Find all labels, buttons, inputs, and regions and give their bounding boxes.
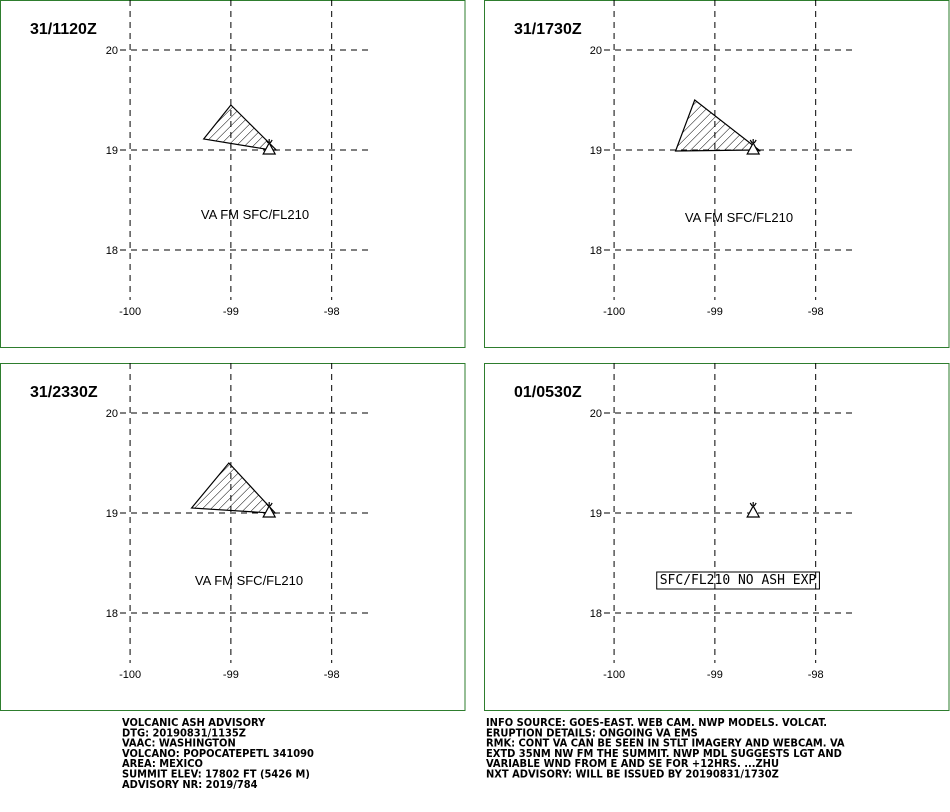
x-tick-label: -98 — [808, 306, 824, 318]
advisory-text: VAAC: WASHINGTON — [122, 737, 236, 750]
advisory-text: ADVISORY NR: 2019/784 — [122, 778, 258, 791]
x-tick-label: -100 — [119, 306, 141, 318]
volcano-symbol — [746, 502, 761, 518]
y-tick-label: 20 — [106, 408, 118, 420]
y-tick-label: 18 — [106, 608, 118, 620]
panel-title: 31/1730Z — [514, 21, 582, 38]
advisory-text: INFO SOURCE: GOES-EAST. WEB CAM. NWP MOD… — [486, 716, 827, 729]
x-tick-label: -99 — [223, 669, 239, 681]
advisory-text: ERUPTION DETAILS: ONGOING VA EMS — [486, 726, 698, 739]
y-tick-label: 18 — [590, 608, 602, 620]
panel-border — [484, 0, 950, 348]
y-tick-label: 19 — [590, 508, 602, 520]
volcano-symbol — [262, 139, 277, 155]
x-tick-label: -100 — [603, 669, 625, 681]
advisory-text: NXT ADVISORY: WILL BE ISSUED BY 20190831… — [486, 768, 779, 781]
x-tick-label: -98 — [324, 669, 340, 681]
x-tick-label: -99 — [223, 306, 239, 318]
y-tick-label: 20 — [590, 45, 602, 57]
y-tick-label: 18 — [590, 245, 602, 257]
x-tick-label: -99 — [707, 306, 723, 318]
panel-border — [0, 0, 466, 348]
advisory-text: EXTD 35NM NW FM THE SUMMIT. NWP MDL SUGG… — [486, 747, 842, 760]
ash-area — [202, 104, 278, 151]
ash-area — [674, 99, 761, 152]
panel-border — [484, 363, 950, 711]
ash-label: VA FM SFC/FL210 — [195, 573, 303, 588]
y-tick-label: 19 — [106, 145, 118, 157]
volcano-symbol — [746, 139, 761, 155]
x-tick-label: -98 — [324, 306, 340, 318]
panel-title: 31/2330Z — [30, 384, 98, 401]
panel: 31/1730Z -100 -99 -98 18 19 20 VA FM SFC/FL210 — [484, 0, 950, 348]
advisory-text: VARIABLE WND FROM E AND SE FOR +12HRS. .… — [486, 757, 779, 770]
panel-border — [0, 363, 466, 711]
x-tick-label: -98 — [808, 669, 824, 681]
y-tick-label: 19 — [590, 145, 602, 157]
ash-label: VA FM SFC/FL210 — [685, 210, 793, 225]
ash-label: SFC/FL210 NO ASH EXP — [660, 573, 817, 588]
x-tick-label: -100 — [119, 669, 141, 681]
advisory-text: AREA: MEXICO — [122, 757, 203, 770]
advisory-text: VOLCANO: POPOCATEPETL 341090 — [122, 747, 314, 760]
advisory-text: SUMMIT ELEV: 17802 FT (5426 M) — [122, 768, 310, 781]
panel-title: 01/0530Z — [514, 384, 582, 401]
x-tick-label: -100 — [603, 306, 625, 318]
volcano-symbol — [262, 502, 277, 518]
panel: 01/0530Z -100 -99 -98 18 19 20 SFC/FL210 NO ASH… — [484, 363, 950, 711]
y-tick-label: 20 — [590, 408, 602, 420]
y-tick-label: 18 — [106, 245, 118, 257]
y-tick-label: 20 — [106, 45, 118, 57]
ash-area — [190, 462, 277, 514]
panel-title: 31/1120Z — [30, 21, 97, 38]
panel: 31/2330Z -100 -99 -98 18 19 20 VA FM SFC/FL210 — [0, 363, 466, 711]
y-tick-label: 19 — [106, 508, 118, 520]
ash-label: VA FM SFC/FL210 — [201, 207, 309, 222]
label-box — [656, 571, 820, 590]
panel: 31/1120Z -100 -99 -98 18 19 20 VA FM SFC/FL210 — [0, 0, 466, 348]
advisory-text: RMK: CONT VA CAN BE SEEN IN STLT IMAGERY… — [486, 737, 845, 750]
advisory-text: DTG: 20190831/1135Z — [122, 726, 246, 739]
x-tick-label: -99 — [707, 669, 723, 681]
advisory-text: VOLCANIC ASH ADVISORY — [122, 716, 266, 729]
